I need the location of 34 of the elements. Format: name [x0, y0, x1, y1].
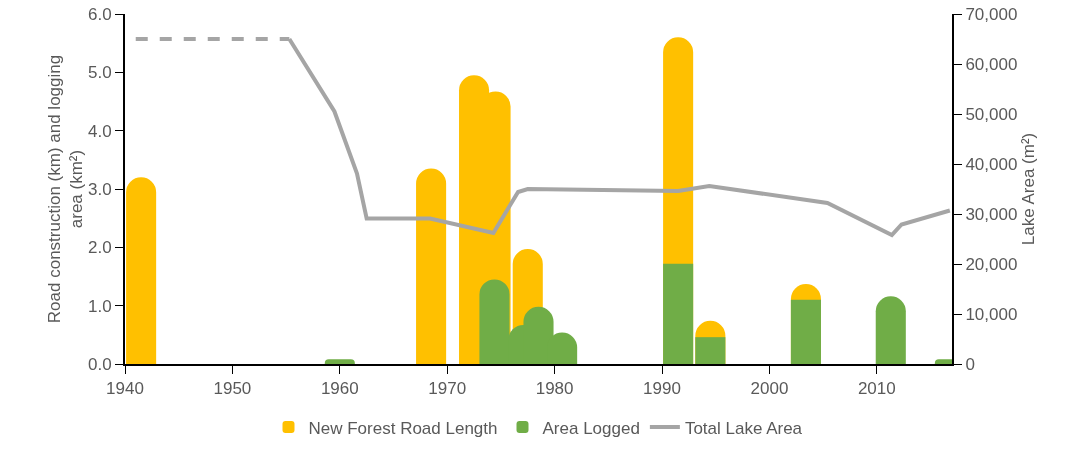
- x-tick-label: 1950: [213, 379, 252, 399]
- y2-tick-label: 70,000: [965, 4, 1018, 24]
- y-tick-label: 4.0: [87, 121, 112, 141]
- y2-axis-title: Lake Area (m²): [1019, 132, 1039, 246]
- y-tick-label: 0.0: [87, 354, 112, 374]
- x-tick-label: 1980: [535, 379, 574, 399]
- y2-tick-label: 20,000: [965, 254, 1018, 274]
- legend-label: New Forest Road Length: [308, 418, 498, 438]
- y2-tick-label: 10,000: [965, 304, 1018, 324]
- x-tick-label: 2000: [750, 379, 789, 399]
- x-tick-label: 1990: [643, 379, 681, 399]
- bar: [126, 177, 157, 364]
- y2-tick-label: 60,000: [965, 54, 1018, 74]
- y-tick-label: 6.0: [87, 4, 112, 24]
- legend-label: Area Logged: [542, 418, 640, 438]
- legend-label: Total Lake Area: [684, 418, 803, 438]
- y-tick-label: 2.0: [87, 238, 112, 258]
- y2-tick-label: 30,000: [965, 204, 1018, 224]
- x-tick-label: 1970: [428, 379, 467, 399]
- bar: [695, 337, 726, 364]
- bar: [663, 263, 694, 364]
- y-tick-label: 1.0: [87, 296, 112, 316]
- x-tick-label: 2010: [857, 379, 896, 399]
- y-axis-title: Road construction (km) and logging area (km²): [44, 54, 86, 324]
- bar: [790, 299, 821, 364]
- x-tick-label: 1940: [106, 379, 144, 399]
- y-tick-label: 5.0: [87, 63, 112, 83]
- y2-tick-label: 50,000: [965, 104, 1018, 124]
- y2-tick-label: 40,000: [965, 154, 1018, 174]
- y2-tick-label: 0: [965, 354, 975, 374]
- x-tick-label: 1960: [320, 379, 359, 399]
- y-tick-label: 3.0: [87, 179, 112, 199]
- bar: [875, 296, 906, 364]
- bar: [416, 168, 447, 364]
